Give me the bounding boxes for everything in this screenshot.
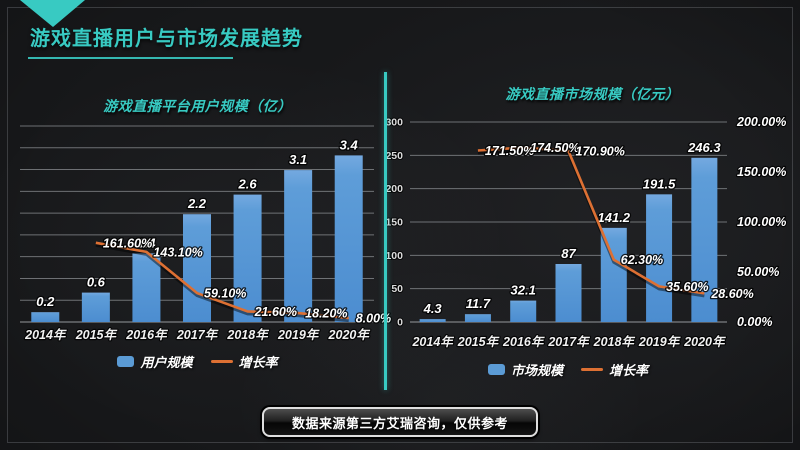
growth-line <box>477 146 705 295</box>
left-axis-tick-label: 0 <box>397 317 403 329</box>
data-source-banner: 数据来源第三方艾瑞咨询，仅供参考 <box>262 407 538 437</box>
legend-item-growth-rate: 增长率 <box>210 352 278 371</box>
bar-value-label: 4.3 <box>423 301 443 316</box>
bar-2019年 <box>646 194 673 322</box>
bar-2018年 <box>600 227 627 322</box>
x-axis-label: 2019年 <box>638 335 681 349</box>
combo-chart-1: 0 50 100 150 200 250 300 0.00% 50.00% 100.00% 150.… <box>384 114 787 350</box>
left-axis-tick-label: 100 <box>385 250 403 262</box>
bar-series-swatch-icon <box>117 356 135 367</box>
bar-value-label: 2.6 <box>238 177 258 192</box>
bar-value-label: 0.6 <box>87 275 106 290</box>
right-axis-tick-label: 200.00% <box>736 115 786 129</box>
x-axis-label: 2017年 <box>176 328 219 342</box>
legend-item-growth-rate: 增长率 <box>581 360 648 379</box>
bar-2017年 <box>183 214 211 322</box>
right-chart-title: 游戏直播市场规模（亿元） <box>505 86 680 102</box>
bar-value-label: 246.3 <box>687 140 721 155</box>
x-axis-label: 2016年 <box>125 328 168 342</box>
bar-value-label: 32.1 <box>511 283 536 298</box>
legend-label: 增长率 <box>609 363 649 378</box>
left-chart-title: 游戏直播平台用户规模（亿） <box>103 98 292 114</box>
growth-rate-label: 21.60% <box>254 305 297 319</box>
bar-value-label: 1.4 <box>137 235 156 250</box>
bar-value-label: 3.1 <box>289 152 307 167</box>
right-axis-tick-label: 0.00% <box>737 315 772 329</box>
x-axis-label: 2018年 <box>593 335 636 349</box>
growth-rate-label: 62.30% <box>621 253 663 267</box>
growth-rate-label: 161.60% <box>103 236 152 250</box>
x-axis-label: 2014年 <box>411 335 454 349</box>
bar-2019年 <box>284 170 313 322</box>
growth-rate-label: 174.50% <box>530 141 579 155</box>
title-underline <box>28 57 233 59</box>
right-axis-tick-label: 100.00% <box>737 215 786 229</box>
line-series-swatch-icon <box>210 360 233 363</box>
data-source-note: 数据来源第三方艾瑞咨询，仅供参考 <box>291 415 508 431</box>
growth-rate-label: 8.00% <box>356 312 391 326</box>
growth-rate-label: 143.10% <box>153 245 202 259</box>
left-axis-tick-label: 250 <box>385 150 403 162</box>
left-axis-tick-label: 50 <box>391 283 403 295</box>
legend-label: 市场规模 <box>510 363 563 378</box>
x-axis-label: 2016年 <box>502 335 545 349</box>
legend-label: 用户规模 <box>140 355 193 370</box>
bar-value-label: 3.4 <box>340 137 359 152</box>
growth-rate-label: 171.50% <box>485 144 534 158</box>
bar-2016年 <box>132 253 161 322</box>
bar-value-label: 191.5 <box>643 176 676 191</box>
left-axis-tick-label: 200 <box>385 183 403 195</box>
growth-line <box>95 241 349 320</box>
bar-2020年 <box>334 155 363 322</box>
bar-2015年 <box>464 314 491 322</box>
x-axis-label: 2020年 <box>683 335 726 349</box>
x-axis-label: 2018年 <box>226 328 269 342</box>
bar-2014年 <box>31 312 60 322</box>
x-axis-label: 2019年 <box>277 328 320 342</box>
x-axis-label: 2017年 <box>547 335 590 349</box>
bar-series-swatch-icon <box>487 364 505 375</box>
bar-2017年 <box>555 264 582 322</box>
bar-2018年 <box>233 194 262 322</box>
right-chart-legend: 市场规模 增长率 <box>408 360 728 379</box>
right-axis-tick-label: 150.00% <box>737 165 786 179</box>
x-axis-label: 2014年 <box>24 328 67 342</box>
combo-chart-0: 0.2 0.6 1.4 2.2 2.6 3.1 3.4 161.60%143.10% 59.10… <box>20 125 392 343</box>
bar-2015年 <box>81 292 110 322</box>
bar-2014年 <box>419 319 446 322</box>
right-axis-tick-label: 50.00% <box>737 265 779 279</box>
legend-label: 增长率 <box>238 355 278 370</box>
legend-item-market-scale: 市场规模 <box>487 360 563 379</box>
x-axis-label: 2015年 <box>75 328 118 342</box>
legend-item-user-scale: 用户规模 <box>117 352 193 371</box>
x-axis-label: 2015年 <box>457 335 500 349</box>
growth-rate-label: 35.60% <box>666 280 708 294</box>
bar-2016年 <box>510 300 537 322</box>
left-chart-legend: 用户规模 增长率 <box>20 352 375 371</box>
page-title: 游戏直播用户与市场发展趋势 <box>30 28 303 50</box>
bar-value-label: 2.2 <box>187 196 207 211</box>
left-axis-tick-label: 300 <box>385 117 403 129</box>
bar-value-label: 141.2 <box>598 210 631 225</box>
bar-2020年 <box>691 157 718 322</box>
growth-rate-label: 59.10% <box>204 287 246 301</box>
left-axis-tick-label: 150 <box>385 217 403 229</box>
bar-value-label: 87 <box>561 246 576 261</box>
line-series-swatch-icon <box>581 368 603 371</box>
growth-line-shadow <box>95 243 349 323</box>
bar-value-label: 11.7 <box>466 296 491 311</box>
growth-rate-label: 170.90% <box>576 145 625 159</box>
growth-rate-label: 28.60% <box>710 287 753 301</box>
bar-value-label: 0.2 <box>36 294 55 309</box>
x-axis-label: 2020年 <box>328 328 371 342</box>
charts-divider-line <box>384 72 387 390</box>
ribbon-triangle-icon <box>20 0 85 27</box>
growth-rate-label: 18.20% <box>305 307 347 321</box>
